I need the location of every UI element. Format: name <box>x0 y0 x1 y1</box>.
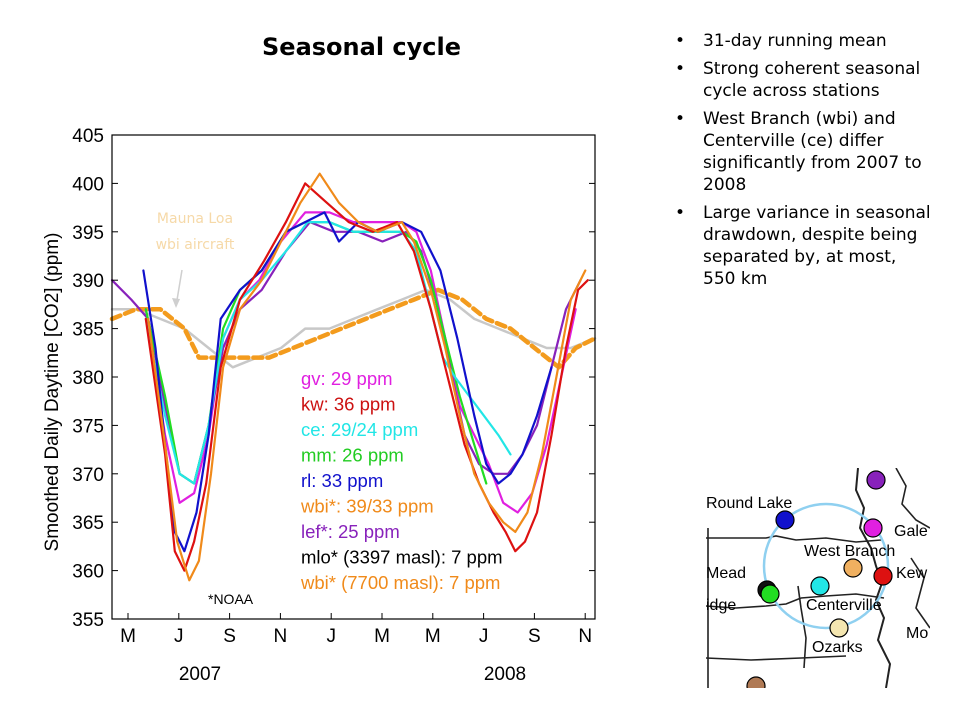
bullet-item: • 31-day running mean <box>673 30 933 52</box>
year-label-2008: 2008 <box>484 664 526 685</box>
state-border <box>706 597 802 609</box>
y-tick-label: 390 <box>72 271 104 292</box>
map-label-mead: Mead <box>706 565 746 582</box>
state-border <box>800 593 885 599</box>
bullet-text: 31-day running mean <box>703 31 887 51</box>
bullet-text: West Branch (wbi) and Centerville (ce) d… <box>703 109 922 195</box>
station-kw-marker <box>873 566 893 586</box>
x-tick-label: M <box>425 626 441 647</box>
slide-title: Seasonal cycle <box>262 33 461 61</box>
bullet-item: • Strong coherent seasonal cycle across s… <box>673 58 933 102</box>
x-tick-label: M <box>374 626 390 647</box>
y-tick-label: 400 <box>72 174 104 195</box>
station-ozarks-marker <box>829 618 849 638</box>
map-label-missouri: Mo <box>906 625 928 642</box>
state-border <box>895 468 930 529</box>
legend-entry: wbi*: 39/33 ppm <box>300 496 434 517</box>
station-mm-marker <box>760 584 780 604</box>
bullet-text: Strong coherent seasonal cycle across st… <box>703 59 921 101</box>
annotation-arrowhead-icon <box>172 298 180 308</box>
station-brown-marker <box>746 676 766 688</box>
map-label-west-branch: West Branch <box>804 543 895 560</box>
series-line-1 <box>144 182 589 572</box>
series-line-0 <box>144 211 577 514</box>
legend-entry: rl: 33 ppm <box>301 470 383 491</box>
y-tick-label: 380 <box>72 368 104 389</box>
legend-entry: gv: 29 ppm <box>301 368 393 389</box>
annotation-mauna-loa: Mauna Loa <box>157 211 233 227</box>
y-tick-label: 360 <box>72 562 104 583</box>
series-lines <box>109 172 598 582</box>
state-border <box>706 535 882 543</box>
series-line-2 <box>144 221 512 485</box>
year-label-2007: 2007 <box>179 664 221 685</box>
legend-entry: ce: 29/24 ppm <box>301 419 418 440</box>
map-label-round-lake: Round Lake <box>706 495 792 512</box>
map-label-centerville: Centerville <box>806 597 882 614</box>
station-ce-marker <box>810 576 830 596</box>
bullet-dot-icon: • <box>675 59 686 79</box>
bullet-dot-icon: • <box>675 31 686 51</box>
y-axis: 355 360 365 370 375 380 385 390 395 400 405 <box>72 126 595 631</box>
series-line-5 <box>147 172 587 582</box>
y-tick-label: 385 <box>72 320 104 341</box>
bullet-dot-icon: • <box>675 203 686 223</box>
y-tick-label: 405 <box>72 126 104 147</box>
series-line-4 <box>142 211 553 553</box>
y-tick-label: 365 <box>72 513 104 534</box>
x-tick-label: N <box>274 626 288 647</box>
x-tick-label: J <box>326 626 336 647</box>
bullet-item: • West Branch (wbi) and Centerville (ce) … <box>673 108 933 196</box>
series-line-8 <box>109 287 598 370</box>
legend-entry: mlo* (3397 masl): 7 ppm <box>301 547 503 568</box>
bullet-list: • 31-day running mean • Strong coherent se… <box>673 30 933 296</box>
state-border <box>706 655 847 661</box>
station-lef-marker <box>866 470 886 490</box>
legend: gv: 29 ppm kw: 36 ppm ce: 29/24 ppm mm: 26 … <box>300 368 503 593</box>
map-label-galesville: Gale <box>894 523 928 540</box>
x-tick-label: N <box>578 626 592 647</box>
y-tick-label: 375 <box>72 416 104 437</box>
bullet-dot-icon: • <box>675 109 686 129</box>
station-gv-marker <box>863 518 883 538</box>
x-tick-label: M <box>120 626 136 647</box>
map-labels: Round Lake West Branch Gale Mead Kew idg… <box>706 495 928 656</box>
station-map: Round Lake West Branch Gale Mead Kew idg… <box>706 468 930 688</box>
x-tick-label: J <box>174 626 184 647</box>
x-tick-label: S <box>528 626 541 647</box>
legend-entry: wbi* (7700 masl): 7 ppm <box>300 572 500 593</box>
co2-chart: 355 360 365 370 375 380 385 390 395 400 405 M J S N J M… <box>42 126 598 685</box>
station-rl-marker <box>775 510 795 530</box>
bullet-text: Large variance in seasonal drawdown, des… <box>703 203 931 289</box>
legend-entry: lef*: 25 ppm <box>301 521 400 542</box>
state-border <box>910 557 930 629</box>
y-tick-label: 355 <box>72 610 104 631</box>
range-circle <box>762 502 890 630</box>
legend-entry: mm: 26 ppm <box>301 445 404 466</box>
y-tick-label: 395 <box>72 223 104 244</box>
station-wbi-marker <box>843 558 863 578</box>
bullet-item: • Large variance in seasonal drawdown, de… <box>673 202 933 290</box>
map-label-ridge: idge <box>706 597 736 614</box>
annotation-noaa: *NOAA <box>208 591 254 607</box>
station-markers <box>746 470 893 688</box>
legend-entry: kw: 36 ppm <box>301 394 396 415</box>
y-axis-label: Smoothed Daily Daytime [CO2] (ppm) <box>42 233 63 552</box>
map-label-ozarks: Ozarks <box>812 639 863 656</box>
y-tick-label: 370 <box>72 465 104 486</box>
x-tick-label: J <box>479 626 489 647</box>
series-line-7 <box>110 288 597 369</box>
x-tick-label: S <box>223 626 236 647</box>
map-label-kewanee: Kew <box>896 565 928 582</box>
annotation-wbi-aircraft: wbi aircraft <box>156 237 235 253</box>
